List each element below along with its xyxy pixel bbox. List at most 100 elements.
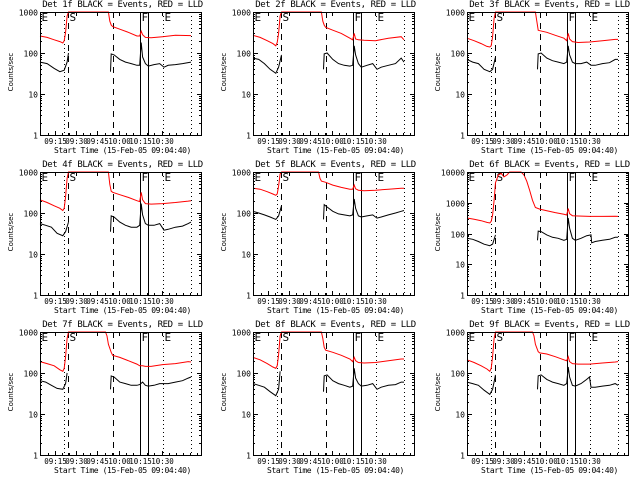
panel-title: Det 9f BLACK = Events, RED = LLD — [469, 320, 630, 330]
y-tick-label: 1 — [33, 292, 38, 301]
series-lld — [39, 11, 192, 44]
marker-label: E — [255, 11, 262, 24]
y-tick-label: 100 — [237, 370, 252, 379]
y-tick-label: 1000 — [19, 169, 38, 178]
y-tick-label: 1 — [246, 292, 251, 301]
y-tick-label: 1000 — [232, 9, 251, 18]
x-axis-title: Start Time (15-Feb-05 09:04:40) — [267, 146, 404, 155]
y-tick-label: 100 — [451, 231, 466, 240]
x-tick-label: 09:30 — [278, 137, 301, 146]
x-tick-label: 09:15 — [257, 297, 280, 306]
y-tick-label: 1 — [460, 452, 465, 461]
series-lld — [39, 331, 192, 372]
y-tick-label: 1 — [246, 452, 251, 461]
marker-label: E — [469, 331, 476, 344]
x-tick-label: 10:15 — [556, 457, 579, 466]
x-tick-label: 09:45 — [299, 457, 322, 466]
marker-label: E — [378, 171, 385, 184]
x-tick-label: 10:30 — [151, 137, 174, 146]
y-axis-title: Counts/sec — [434, 372, 442, 412]
y-tick-label: 1000 — [446, 329, 465, 338]
y-tick-label: 10 — [455, 91, 465, 100]
marker-label: E — [592, 11, 599, 24]
x-tick-label: 10:00 — [108, 297, 131, 306]
y-axis-title: Counts/sec — [7, 372, 15, 412]
marker-label: F — [355, 171, 362, 184]
x-tick-label: 09:30 — [492, 137, 515, 146]
series-lld — [252, 171, 404, 196]
marker-label: S — [70, 11, 77, 24]
x-tick-label: 10:30 — [364, 457, 387, 466]
y-tick-label: 1000 — [19, 9, 38, 18]
marker-label: E — [469, 11, 476, 24]
marker-label: E — [165, 171, 172, 184]
plot-frame — [40, 12, 202, 136]
x-tick-label: 10:15 — [129, 137, 152, 146]
y-tick-label: 100 — [451, 50, 466, 59]
x-tick-label: 10:30 — [578, 137, 601, 146]
x-tick-label: 09:45 — [86, 297, 109, 306]
x-tick-label: 10:15 — [556, 137, 579, 146]
marker-label: E — [165, 331, 172, 344]
marker-label: E — [165, 11, 172, 24]
x-axis-title: Start Time (15-Feb-05 09:04:40) — [481, 306, 618, 315]
x-tick-label: 10:15 — [342, 457, 365, 466]
marker-label: F — [142, 11, 149, 24]
series-events — [252, 368, 404, 397]
series-events — [466, 366, 619, 396]
y-tick-label: 10 — [28, 91, 38, 100]
x-tick-label: 09:15 — [44, 457, 67, 466]
y-tick-label: 1000 — [232, 169, 251, 178]
marker-label: S — [283, 171, 290, 184]
panel-det-8: E S F E 1 10 100 1000 09:15 09:30 09:45 10:00 10:15 1… — [213, 320, 426, 480]
plot-frame — [467, 172, 629, 296]
y-axis-title: Counts/sec — [220, 372, 228, 412]
x-tick-label: 10:00 — [535, 137, 558, 146]
series-events — [252, 45, 405, 75]
x-axis-title: Start Time (15-Feb-05 09:04:40) — [54, 306, 191, 315]
x-tick-label: 09:30 — [65, 137, 88, 146]
plot-frame — [253, 332, 415, 456]
marker-label: E — [42, 331, 49, 344]
marker-label: E — [42, 171, 49, 184]
y-tick-label: 10 — [455, 261, 465, 270]
x-tick-label: 09:30 — [492, 457, 515, 466]
panel-title: Det 5f BLACK = Events, RED = LLD — [255, 160, 416, 170]
y-tick-label: 100 — [237, 50, 252, 59]
x-tick-label: 10:30 — [151, 297, 174, 306]
marker-label: F — [355, 11, 362, 24]
x-tick-label: 09:15 — [471, 297, 494, 306]
x-tick-label: 10:00 — [321, 457, 344, 466]
marker-label: E — [378, 331, 385, 344]
y-axis-title: Counts/sec — [434, 52, 442, 92]
x-tick-label: 09:45 — [513, 137, 536, 146]
y-tick-label: 10 — [241, 91, 251, 100]
x-tick-label: 10:00 — [535, 297, 558, 306]
marker-label: E — [378, 11, 385, 24]
plot-frame — [40, 172, 202, 296]
marker-label: F — [569, 331, 576, 344]
panel-title: Det 8f BLACK = Events, RED = LLD — [255, 320, 416, 330]
y-tick-label: 1000 — [19, 329, 38, 338]
y-tick-label: 1 — [460, 292, 465, 301]
x-tick-label: 10:00 — [535, 457, 558, 466]
x-tick-label: 09:15 — [257, 137, 280, 146]
x-tick-label: 10:00 — [321, 297, 344, 306]
x-tick-label: 10:30 — [151, 457, 174, 466]
x-tick-label: 09:45 — [299, 137, 322, 146]
y-tick-label: 10 — [241, 411, 251, 420]
x-tick-label: 09:15 — [257, 457, 280, 466]
plot-frame — [467, 332, 629, 456]
marker-label: F — [569, 171, 576, 184]
marker-label: S — [497, 11, 504, 24]
marker-label: F — [355, 331, 362, 344]
x-axis-title: Start Time (15-Feb-05 09:04:40) — [54, 466, 191, 475]
series-lld — [466, 331, 619, 373]
x-axis-title: Start Time (15-Feb-05 09:04:40) — [267, 306, 404, 315]
x-tick-label: 09:30 — [65, 297, 88, 306]
